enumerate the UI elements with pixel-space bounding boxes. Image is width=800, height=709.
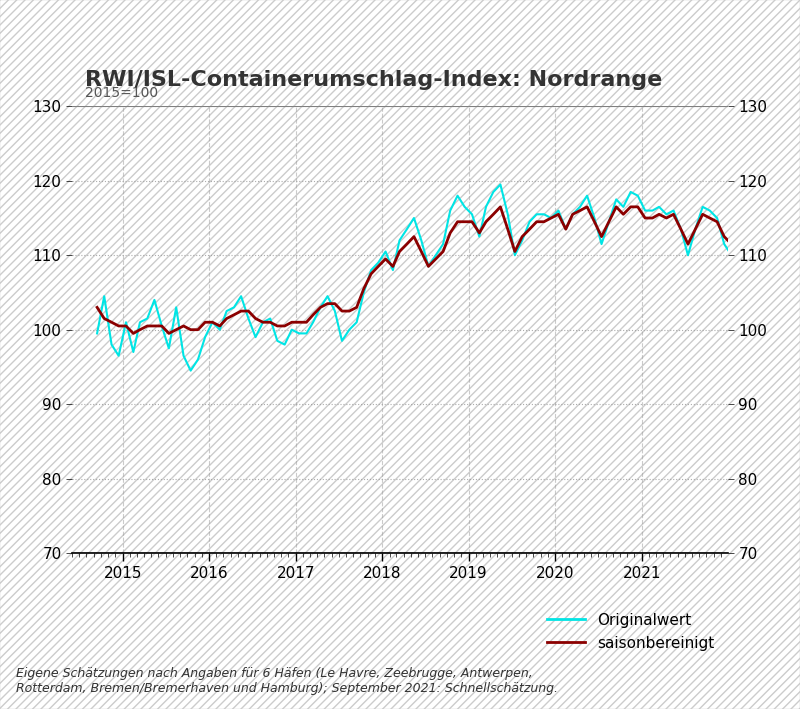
Text: RWI/ISL-Containerumschlag-Index: Nordrange: RWI/ISL-Containerumschlag-Index: Nordran…	[85, 69, 662, 89]
Legend: Originalwert, saisonbereinigt: Originalwert, saisonbereinigt	[541, 607, 720, 657]
Text: Eigene Schätzungen nach Angaben für 6 Häfen (Le Havre, Zeebrugge, Antwerpen,
Rot: Eigene Schätzungen nach Angaben für 6 Hä…	[16, 667, 558, 695]
Text: 2015=100: 2015=100	[85, 86, 158, 101]
